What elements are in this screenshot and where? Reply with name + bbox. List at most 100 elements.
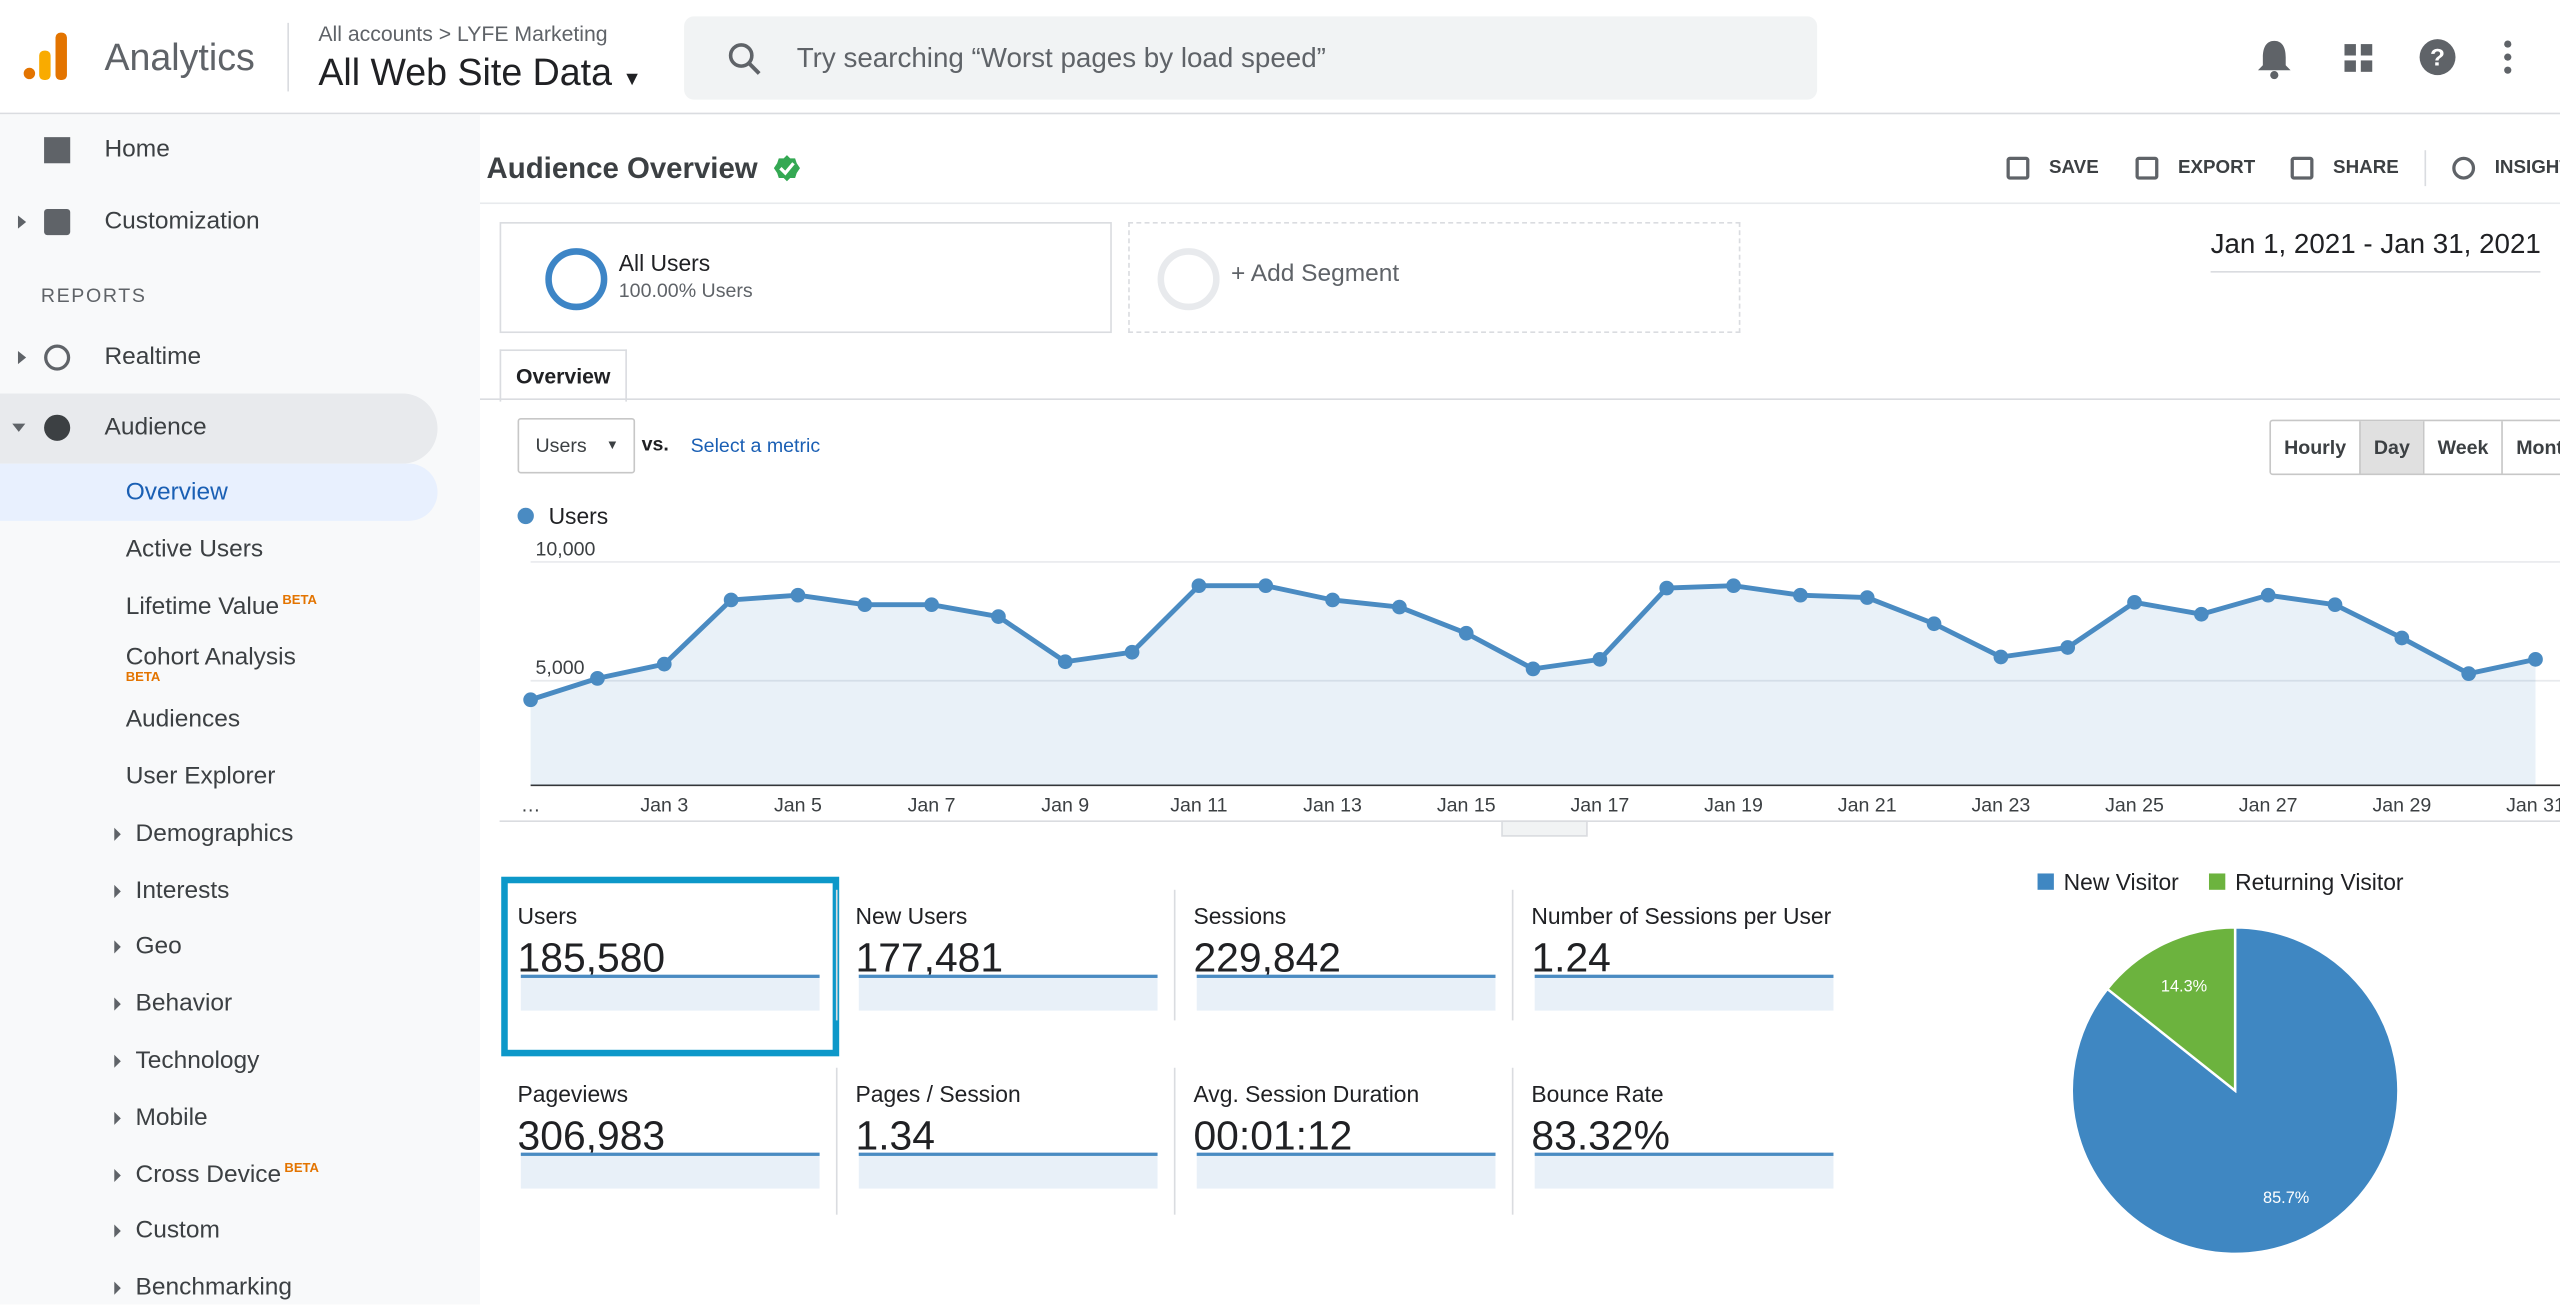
scorecard-value: 185,580 xyxy=(517,935,666,982)
action-button[interactable]: SHARE xyxy=(2333,158,2399,178)
nav-item[interactable]: Mobile xyxy=(136,1103,208,1131)
granularity-button[interactable]: Week xyxy=(2422,421,2502,474)
legend-swatch xyxy=(2208,873,2226,890)
search-box[interactable]: Try searching “Worst pages by load speed… xyxy=(684,16,1818,100)
add-segment[interactable]: + Add Segment xyxy=(1128,222,1741,334)
scorecard-value: 177,481 xyxy=(855,935,1004,982)
divider xyxy=(835,1067,838,1215)
header: Analytics All accounts > LYFE Marketing … xyxy=(0,0,2560,115)
y-tick-label: 5,000 xyxy=(536,657,585,679)
search-placeholder: Try searching “Worst pages by load speed… xyxy=(796,42,1326,74)
granularity-button[interactable]: Hourly xyxy=(2284,435,2347,459)
nav-item[interactable]: Custom xyxy=(136,1217,220,1245)
nav-item[interactable]: User Explorer xyxy=(126,762,276,790)
view-name: All Web Site Data xyxy=(318,50,612,94)
nav-item[interactable]: Home xyxy=(104,135,170,164)
nav-label: Interests xyxy=(135,876,230,904)
x-tick-label: Jan 25 xyxy=(2105,794,2164,816)
scorecard-value: 1.24 xyxy=(1531,935,1611,982)
x-tick-label: Jan 13 xyxy=(1303,794,1362,816)
metric-dropdown[interactable]: Users ▼ xyxy=(517,417,636,474)
point xyxy=(2528,652,2543,667)
divider xyxy=(1511,1067,1514,1215)
point xyxy=(1325,592,1340,608)
nav-item[interactable]: Cohort Analysis BETA xyxy=(125,643,296,685)
point xyxy=(2194,606,2209,622)
more[interactable] xyxy=(2504,40,2512,74)
caret xyxy=(114,827,121,841)
granularity-button[interactable]: Month xyxy=(2501,421,2560,474)
apps[interactable] xyxy=(2344,44,2373,72)
scorecard-value: 229,842 xyxy=(1193,935,1342,982)
action-button[interactable]: SAVE xyxy=(2048,158,2099,178)
date-range[interactable]: Jan 1, 2021 - Jan 31, 2021 xyxy=(2210,229,2541,273)
nav-item[interactable]: Demographics xyxy=(136,819,294,847)
nav-label: Benchmarking xyxy=(135,1273,293,1302)
x-tick-label: Jan 11 xyxy=(1170,794,1227,816)
nav-item[interactable]: Active Users xyxy=(126,535,263,563)
granularity-button[interactable]: Day xyxy=(2359,421,2423,474)
tab[interactable]: Overview xyxy=(499,349,627,402)
scorecard-label: Pageviews xyxy=(517,1080,629,1107)
nav-item[interactable]: Benchmarking xyxy=(136,1274,293,1302)
nav-item[interactable]: Lifetime Value BETA xyxy=(126,592,317,620)
caret xyxy=(114,1111,121,1125)
caret xyxy=(114,997,121,1011)
nav-icon xyxy=(44,208,71,236)
notifications[interactable] xyxy=(2257,40,2291,71)
report-title: Audience Overview xyxy=(486,151,758,185)
caret xyxy=(114,1054,121,1068)
nav-item[interactable]: Audience xyxy=(104,413,207,441)
header-icons: ? xyxy=(2257,39,2512,80)
view-selector[interactable]: All Web Site Data ▼ xyxy=(318,50,642,94)
point xyxy=(1458,625,1474,641)
scorecard-label: Bounce Rate xyxy=(1531,1080,1664,1107)
x-tick-label: Jan 9 xyxy=(1041,794,1089,816)
action-button[interactable]: EXPORT xyxy=(2177,158,2256,178)
scorecard-label: Pages / Session xyxy=(855,1080,1021,1107)
x-tick-label: Jan 15 xyxy=(1437,794,1496,816)
nav-label: Demographics xyxy=(135,819,294,848)
add-segment-label: + Add Segment xyxy=(1231,259,1400,288)
nav-item[interactable]: Behavior xyxy=(136,990,233,1018)
account[interactable]: LYFE Marketing xyxy=(457,21,608,46)
nav-label: User Explorer xyxy=(125,762,276,791)
nav-item[interactable]: Realtime xyxy=(104,342,202,371)
point xyxy=(1659,580,1675,596)
nav-item[interactable]: Geo xyxy=(136,933,182,961)
point xyxy=(1793,587,1808,603)
legend-swatch xyxy=(517,507,534,525)
verified-icon xyxy=(773,155,800,182)
nav-item[interactable]: Technology xyxy=(136,1047,260,1075)
all-accounts[interactable]: All accounts xyxy=(318,21,433,46)
nav-icon xyxy=(44,137,71,164)
point xyxy=(656,656,672,672)
nav-item[interactable]: Interests xyxy=(136,876,230,904)
overview-highlight xyxy=(0,463,438,521)
nav-item[interactable]: Cross Device BETA xyxy=(136,1160,319,1188)
scorecard-label: Number of Sessions per User xyxy=(1531,902,1832,929)
scorecard-value: 00:01:12 xyxy=(1193,1113,1353,1160)
divider xyxy=(2424,150,2427,187)
sidebar: Home Customization REPORTS Realtime Audience… xyxy=(0,114,480,1305)
point xyxy=(1993,649,2009,665)
select-metric[interactable]: Select a metric xyxy=(690,434,821,458)
point xyxy=(2127,594,2142,610)
point xyxy=(790,587,806,603)
help[interactable] xyxy=(2419,39,2456,76)
nav-item[interactable]: Overview xyxy=(126,478,228,506)
caret xyxy=(114,884,121,898)
point xyxy=(723,592,739,608)
segment-card[interactable]: All Users 100.00% Users xyxy=(499,222,1112,334)
point xyxy=(2060,640,2076,655)
nav-label: Cohort Analysis xyxy=(125,643,296,672)
caret xyxy=(114,1168,121,1182)
nav-item[interactable]: Customization xyxy=(104,207,260,236)
divider xyxy=(1173,1067,1176,1215)
point xyxy=(1392,599,1407,615)
action-button[interactable]: INSIGHTS xyxy=(2494,158,2560,178)
divider xyxy=(1173,889,1176,1021)
nav-item[interactable]: Audiences xyxy=(126,706,240,734)
